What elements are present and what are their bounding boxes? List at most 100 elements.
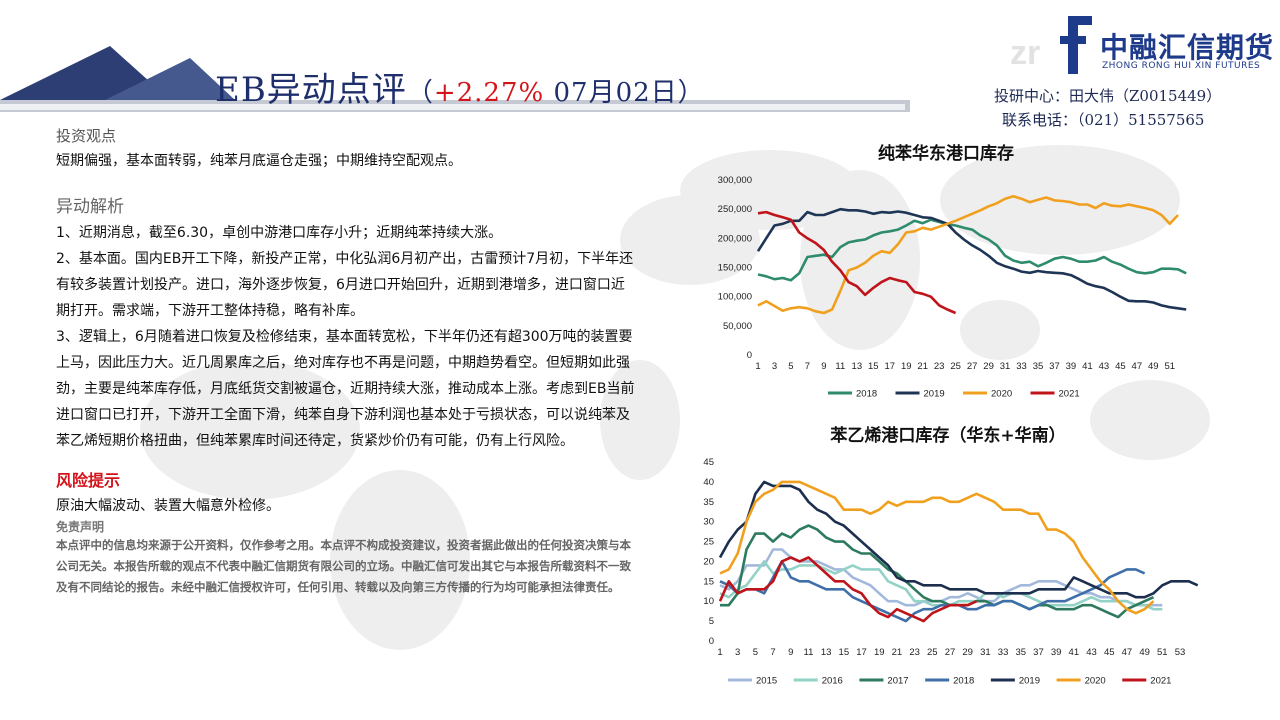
chart-title: 苯乙烯港口库存（华东+华南） — [829, 425, 1065, 446]
x-tick-label: 1 — [755, 361, 760, 372]
x-tick-label: 11 — [835, 361, 845, 372]
y-tick-label: 0 — [747, 350, 752, 361]
x-tick-label: 9 — [821, 361, 826, 372]
y-tick-label: 150,000 — [718, 263, 752, 274]
x-tick-label: 5 — [753, 647, 758, 658]
x-tick-label: 11 — [804, 647, 814, 658]
x-tick-label: 27 — [945, 647, 956, 658]
x-tick-label: 39 — [1051, 647, 1062, 658]
disclaimer-heading: 免责声明 — [56, 520, 105, 534]
chart-title: 纯苯华东港口库存 — [878, 143, 1014, 164]
x-tick-label: 19 — [874, 647, 885, 658]
series-line-2019 — [756, 207, 1187, 311]
x-tick-label: 53 — [1175, 647, 1186, 658]
x-tick-label: 17 — [884, 361, 895, 372]
x-tick-label: 31 — [1000, 361, 1011, 372]
x-tick-label: 45 — [1115, 361, 1126, 372]
y-tick-label: 45 — [703, 457, 714, 468]
title-date: 07月02日） — [544, 78, 705, 108]
view-heading: 投资观点 — [56, 127, 117, 145]
series-line-2021 — [757, 210, 957, 315]
legend-label-2015: 2015 — [756, 676, 777, 687]
x-tick-label: 9 — [788, 647, 793, 658]
logo-name-en: ZHONG RONG HUI XIN FUTURES — [1102, 61, 1261, 71]
page-title: EB异动点评（+2.27% 07月02日） — [215, 62, 705, 111]
view-text: 短期偏强，基本面转弱，纯苯月底逼仓走强；中期维持空配观点。 — [56, 153, 462, 169]
y-tick-label: 0 — [709, 636, 714, 647]
risk-text: 原油大幅波动、装置大幅意外检修。 — [56, 498, 280, 514]
legend-label-2020: 2020 — [991, 389, 1012, 400]
x-tick-label: 7 — [770, 647, 775, 658]
disclaimer-text: 本点评中的信息均来源于公开资料，仅作参考之用。本点评不构成投资建议，投资者据此做… — [56, 538, 631, 594]
legend-label-2021: 2021 — [1059, 389, 1080, 400]
x-tick-label: 13 — [821, 647, 832, 658]
x-tick-label: 39 — [1066, 361, 1077, 372]
legend-label-2018: 2018 — [856, 389, 877, 400]
y-tick-label: 30 — [703, 517, 714, 528]
analysis-p2: 2、基本面。国内EB开工下降，新投产正常，中化弘润6月初产出，古雷预计7月初，下… — [56, 251, 634, 319]
x-tick-label: 33 — [998, 647, 1009, 658]
x-tick-label: 49 — [1139, 647, 1150, 658]
y-tick-label: 40 — [703, 477, 714, 488]
x-tick-label: 33 — [1016, 361, 1027, 372]
x-tick-label: 25 — [927, 647, 938, 658]
y-tick-label: 35 — [703, 497, 714, 508]
analyst-line: 投研中心：田大伟（Z0015449） — [994, 87, 1222, 105]
benzene-inventory-chart: 纯苯华东港口库存 0 50,000 100,000 150,000 200,000 250,… — [718, 143, 1187, 400]
x-tick-label: 23 — [934, 361, 945, 372]
x-tick-label: 35 — [1015, 647, 1026, 658]
x-tick-label: 17 — [856, 647, 867, 658]
x-tick-label: 15 — [868, 361, 879, 372]
legend-label-2021: 2021 — [1150, 676, 1171, 687]
y-tick-label: 250,000 — [718, 204, 752, 215]
y-tick-label: 25 — [703, 537, 714, 548]
x-tick-label: 43 — [1086, 647, 1097, 658]
y-tick-label: 5 — [709, 616, 714, 627]
x-tick-label: 7 — [805, 361, 810, 372]
text-column: 投资观点 短期偏强，基本面转弱，纯苯月底逼仓走强；中期维持空配观点。 异动解析 … — [56, 124, 636, 598]
series-line-2019 — [718, 480, 1199, 599]
y-tick-label: 10 — [703, 596, 714, 607]
legend-label-2016: 2016 — [822, 676, 843, 687]
x-tick-label: 37 — [1049, 361, 1060, 372]
styrene-inventory-chart: 苯乙烯港口库存（华东+华南） 0 5 10 15 20 25 30 35 40 45 1 3 5 7 9 11 1… — [703, 425, 1199, 687]
legend-label-2019: 2019 — [1019, 676, 1040, 687]
x-tick-label: 29 — [962, 647, 973, 658]
x-tick-label: 25 — [950, 361, 961, 372]
logo-mark-icon: zr — [1010, 16, 1092, 74]
legend-label-2019: 2019 — [924, 389, 945, 400]
x-tick-label: 3 — [772, 361, 777, 372]
series-line-2020 — [719, 480, 1155, 615]
x-tick-label: 31 — [980, 647, 991, 658]
logo-name-cn: 中融汇信期货 — [1100, 31, 1275, 64]
analysis-p1: 1、近期消息，截至6.30，卓创中游港口库存小升；近期纯苯持续大涨。 — [56, 225, 503, 241]
y-tick-label: 15 — [703, 576, 714, 587]
risk-heading: 风险提示 — [56, 471, 121, 490]
legend-label-2018: 2018 — [953, 676, 974, 687]
title-main: EB异动点评 — [215, 70, 407, 110]
series-line-2017 — [720, 524, 1155, 619]
legend-label-2020: 2020 — [1085, 676, 1106, 687]
title-open: （ — [406, 78, 434, 108]
x-tick-label: 51 — [1164, 361, 1175, 372]
x-tick-label: 27 — [967, 361, 978, 372]
x-tick-label: 43 — [1099, 361, 1110, 372]
y-tick-label: 20 — [703, 556, 714, 567]
series-line-2018 — [719, 560, 1146, 623]
x-tick-label: 49 — [1148, 361, 1159, 372]
x-tick-label: 3 — [735, 647, 740, 658]
x-tick-label: 21 — [892, 647, 903, 658]
company-logo: zr 中融汇信期货 ZHONG RONG HUI XIN FUTURES — [1010, 10, 1275, 76]
x-tick-label: 5 — [788, 361, 793, 372]
x-tick-label: 41 — [1069, 647, 1080, 658]
x-tick-label: 45 — [1104, 647, 1115, 658]
x-tick-label: 23 — [909, 647, 920, 658]
legend-label-2017: 2017 — [887, 676, 908, 687]
x-tick-label: 19 — [901, 361, 912, 372]
x-tick-label: 21 — [917, 361, 928, 372]
x-tick-label: 47 — [1122, 647, 1133, 658]
analysis-p3: 3、逻辑上，6月随着进口恢复及检修结束，基本面转宽松，下半年仍还有超300万吨的… — [56, 329, 635, 449]
x-tick-label: 51 — [1157, 647, 1168, 658]
x-tick-label: 29 — [983, 361, 994, 372]
analysis-heading: 异动解析 — [56, 197, 124, 217]
